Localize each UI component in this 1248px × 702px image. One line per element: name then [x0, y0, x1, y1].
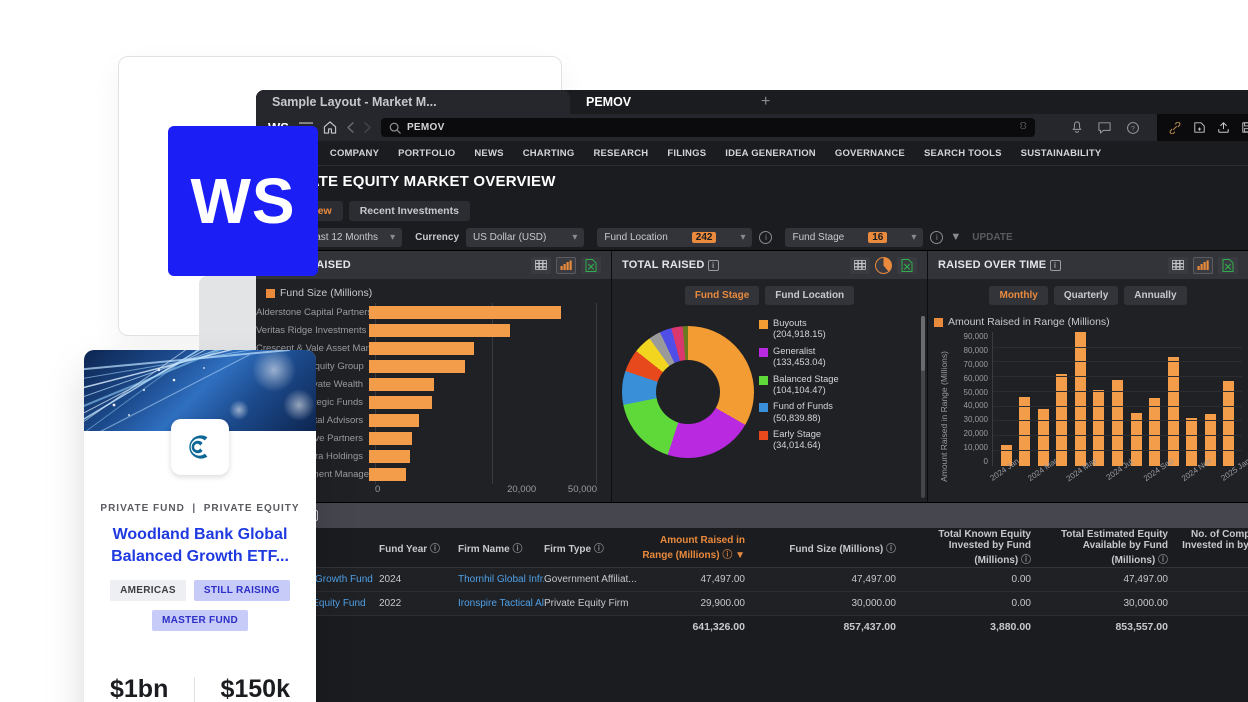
svg-text:?: ?: [1131, 125, 1135, 132]
